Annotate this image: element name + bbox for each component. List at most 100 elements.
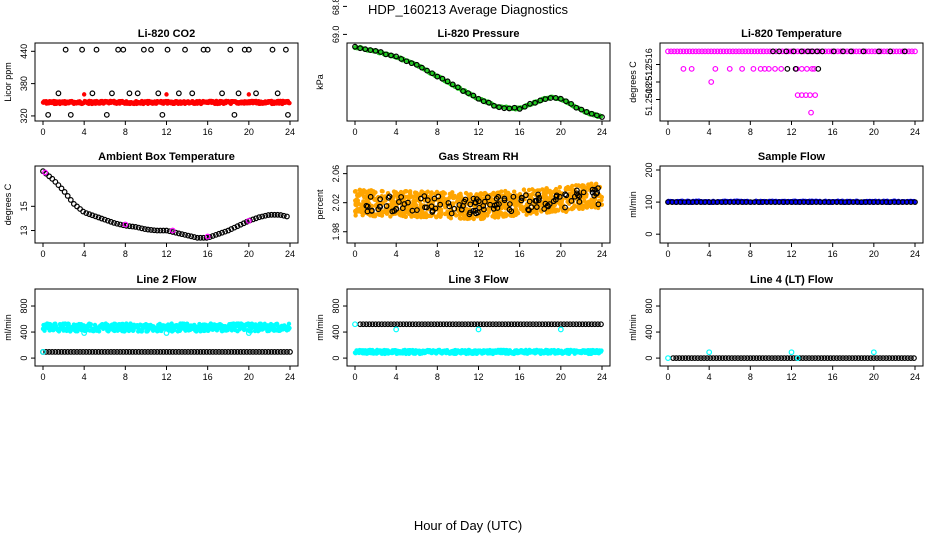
data-point — [424, 197, 431, 204]
panel-title: Gas Stream RH — [438, 151, 518, 163]
data-point — [388, 52, 394, 59]
data-point — [557, 326, 564, 333]
data-point — [573, 187, 580, 194]
data-point — [422, 204, 428, 211]
data-point — [499, 321, 506, 328]
data-point — [452, 193, 457, 199]
data-point — [534, 209, 539, 214]
data-point — [155, 90, 162, 97]
data-point — [468, 321, 475, 328]
data-point — [685, 355, 692, 361]
data-point — [511, 104, 518, 111]
data-point — [114, 220, 120, 227]
data-point — [739, 48, 745, 55]
y-axis-label: ml/min — [628, 191, 638, 218]
data-point — [720, 48, 727, 55]
data-point — [109, 90, 115, 97]
data-point — [725, 355, 732, 361]
data-point — [521, 187, 527, 192]
panel-8: Line 4 (LT) Flow ml/min 0 4 8 12 16 20 24 0 400 800 — [628, 274, 924, 382]
data-point — [132, 349, 139, 355]
y-tick-label: 0 — [331, 356, 341, 361]
data-point — [807, 48, 813, 55]
data-point — [760, 48, 767, 55]
panel-title: Li-820 CO2 — [138, 28, 195, 40]
data-point — [396, 199, 402, 205]
data-point — [783, 48, 790, 55]
x-tick-label: 0 — [352, 127, 357, 137]
data-point — [860, 48, 867, 55]
panel-title: Li-820 Temperature — [741, 28, 842, 40]
data-point — [493, 201, 500, 208]
data-point — [77, 349, 83, 355]
data-point — [884, 48, 891, 55]
data-point — [471, 321, 478, 328]
x-tick-label: 16 — [515, 249, 525, 259]
data-point — [535, 191, 542, 198]
data-point — [527, 321, 533, 328]
data-point — [448, 192, 454, 198]
data-point — [486, 207, 492, 213]
data-point — [382, 51, 389, 58]
data-point — [422, 321, 428, 328]
data-point — [179, 231, 185, 238]
data-point — [474, 321, 481, 328]
x-tick-label: 16 — [203, 249, 213, 259]
data-point — [397, 321, 404, 328]
y-tick-label: 0 — [644, 232, 654, 237]
data-point — [819, 48, 826, 55]
x-tick-label: 8 — [435, 127, 440, 137]
data-point — [695, 48, 702, 55]
x-tick-label: 20 — [244, 372, 254, 382]
data-point — [553, 192, 560, 199]
data-point — [787, 355, 794, 361]
data-point — [108, 218, 114, 225]
data-point — [742, 48, 749, 55]
data-point — [271, 211, 278, 218]
data-point — [514, 321, 521, 328]
data-point — [353, 188, 358, 194]
data-point — [770, 48, 776, 55]
data-point — [383, 209, 389, 214]
data-point — [163, 330, 170, 336]
data-point — [778, 355, 785, 361]
data-point — [708, 48, 715, 55]
data-point — [816, 48, 823, 55]
data-point — [89, 90, 96, 97]
data-point — [559, 199, 565, 204]
data-point — [686, 48, 693, 55]
data-point — [446, 203, 453, 210]
data-point — [140, 46, 147, 53]
data-point — [148, 227, 154, 233]
data-point — [380, 201, 385, 206]
data-point — [135, 224, 142, 231]
data-point — [385, 321, 391, 328]
data-point — [545, 321, 552, 328]
x-tick-label: 16 — [828, 372, 838, 382]
data-point — [245, 46, 252, 53]
data-point — [451, 205, 458, 212]
data-point — [521, 103, 528, 110]
data-point — [393, 53, 400, 60]
data-point — [680, 48, 687, 55]
data-point — [573, 183, 579, 188]
data-point — [809, 65, 815, 72]
data-point — [40, 349, 46, 355]
y-tick-label: 51.2516 — [644, 48, 654, 81]
y-tick-label: 2.02 — [331, 194, 341, 212]
data-point — [225, 349, 232, 355]
y-axis-label: kPa — [315, 74, 325, 90]
panel-3: Ambient Box Temperature degrees C 0 4 8 12 16 2… — [3, 151, 299, 259]
data-point — [408, 194, 413, 200]
data-point — [240, 220, 247, 227]
data-point — [371, 189, 376, 194]
data-point — [772, 355, 778, 361]
data-point — [405, 199, 411, 206]
data-point — [513, 209, 519, 214]
data-point — [691, 355, 698, 361]
data-point — [154, 227, 161, 234]
data-point — [234, 349, 241, 355]
x-tick-label: 20 — [556, 249, 566, 259]
data-point — [212, 231, 219, 238]
data-point — [129, 349, 136, 355]
